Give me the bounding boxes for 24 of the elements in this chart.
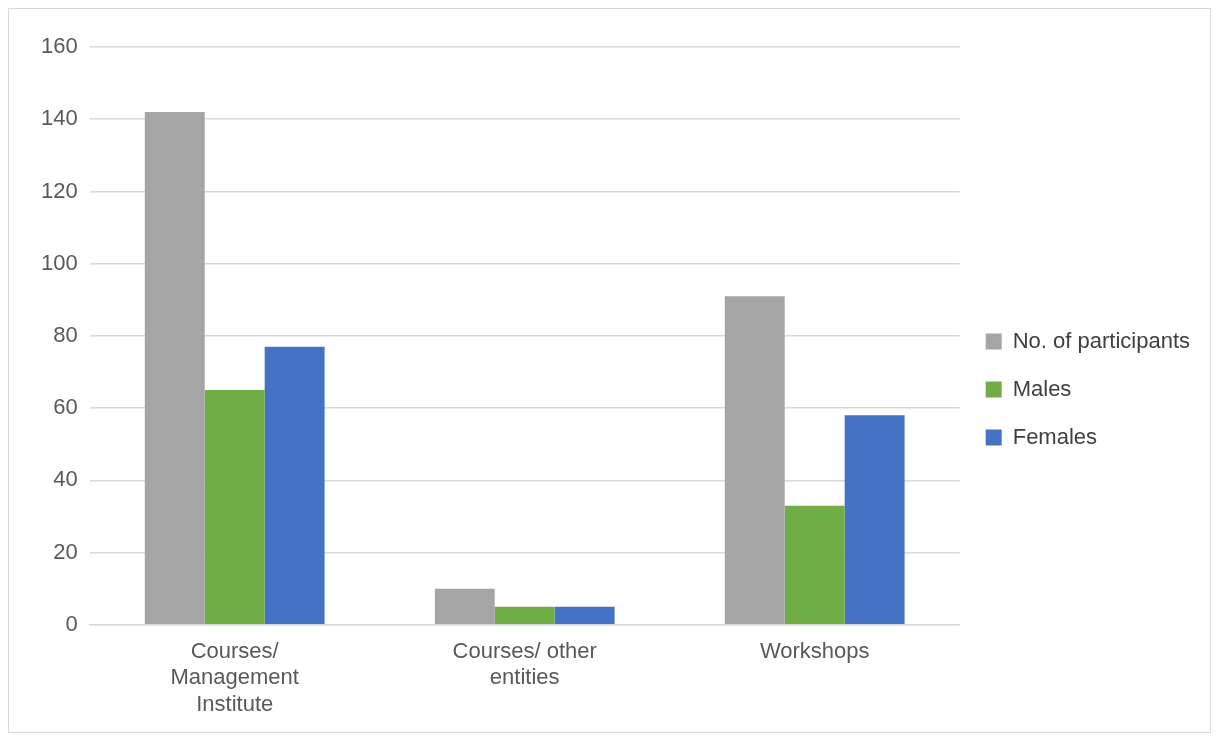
bar xyxy=(264,346,325,625)
legend-label: Females xyxy=(1012,423,1098,449)
bar xyxy=(784,505,845,625)
x-tick-label: Workshops xyxy=(759,638,870,664)
y-tick-label: 140 xyxy=(40,105,78,131)
bar xyxy=(434,588,495,625)
bar xyxy=(494,606,555,625)
bar xyxy=(204,390,265,625)
y-tick-label: 100 xyxy=(40,249,78,275)
bar xyxy=(144,112,205,625)
y-tick-label: 160 xyxy=(40,33,78,59)
x-tick-label: Courses/ other entities xyxy=(452,638,597,690)
y-tick-label: 0 xyxy=(65,610,78,636)
legend-label: Males xyxy=(1012,375,1072,401)
y-tick-label: 40 xyxy=(53,466,78,492)
x-tick-label: Courses/ Management Institute xyxy=(170,638,299,716)
y-tick-label: 60 xyxy=(53,394,78,420)
y-tick-label: 120 xyxy=(40,177,78,203)
bar xyxy=(554,606,615,625)
bar xyxy=(844,415,905,625)
legend-label: No. of participants xyxy=(1012,327,1190,353)
bar xyxy=(724,296,785,625)
y-tick-label: 80 xyxy=(53,321,78,347)
y-tick-label: 20 xyxy=(53,538,78,564)
